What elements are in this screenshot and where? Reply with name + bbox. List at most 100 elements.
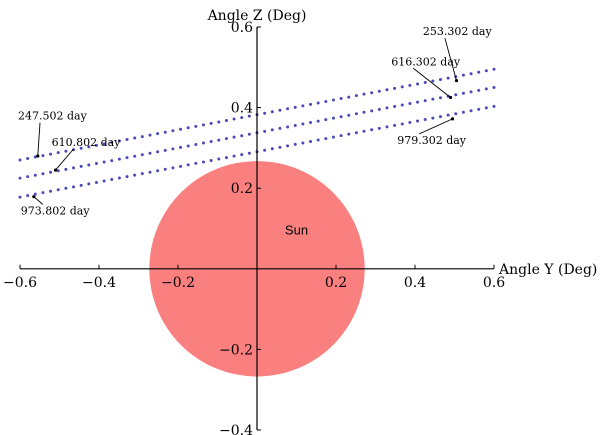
annotation-leader [55,148,74,171]
data-point [316,119,320,123]
data-point [324,118,328,122]
data-point [110,159,114,163]
data-point [339,134,343,138]
annotation-label: 610.802 day [52,136,122,149]
data-point [186,126,190,130]
data-point [156,132,160,136]
data-point [18,176,22,180]
data-point [94,162,98,165]
data-point [400,103,404,107]
data-point [477,70,481,74]
data-point [72,166,76,170]
data-point [438,115,442,119]
data-point [301,141,305,145]
data-point [477,107,481,111]
data-point [79,183,83,187]
data-point [49,189,53,193]
data-point [56,151,60,155]
data-point [492,67,496,71]
data-point [247,151,251,155]
x-tick-label: −0.2 [161,275,195,291]
data-point [163,167,167,171]
data-point [163,148,167,152]
data-point [454,93,458,97]
data-point [347,95,351,99]
data-point [293,123,297,127]
data-point [79,164,83,168]
sun-label: Sun [285,223,308,238]
data-point [41,172,45,176]
data-point [484,69,488,73]
series-layer [18,67,496,199]
data-point [148,133,152,137]
data-point [125,175,129,179]
annotation-leader [419,118,453,135]
annotation-label: 253.302 day [423,25,493,38]
data-point [370,128,374,132]
data-point [446,113,450,117]
data-point [171,129,175,133]
annotation-leader [37,122,41,156]
data-point [484,106,488,110]
data-point [133,154,137,158]
data-point [240,116,244,120]
data-point [33,192,37,196]
data-point [408,102,412,106]
data-point [18,158,22,162]
series-2 [18,85,496,180]
data-point [156,169,160,173]
data-point [171,166,175,170]
data-point [224,137,228,141]
data-point [362,110,366,114]
data-point [232,135,236,139]
data-point [362,129,366,133]
data-point [140,172,144,176]
data-point [263,111,267,115]
data-point [102,179,106,183]
data-point [232,154,236,158]
data-point [117,139,121,143]
data-point [201,123,205,127]
data-point [461,110,465,114]
annotation-leader [33,196,44,205]
data-point [102,160,106,164]
data-point [247,132,251,136]
data-point [125,156,129,160]
data-point [370,91,374,95]
data-point [461,73,465,77]
data-point [110,140,114,144]
data-point [179,127,183,131]
data-point [33,155,37,159]
data-point [377,107,381,111]
data-point [240,153,244,157]
data-point [26,157,30,161]
data-point [293,142,297,146]
data-point [354,94,358,98]
data-point [179,145,183,149]
data-point [209,121,213,125]
data-point [18,195,22,199]
annotation-label: 247.502 day [18,110,88,123]
data-point [217,157,221,161]
data-point [263,148,267,152]
data-point [324,99,328,103]
data-point [209,159,213,162]
data-point [201,141,205,145]
data-point [400,122,404,126]
data-point [224,156,228,160]
data-point [316,101,320,105]
data-point [117,157,121,161]
y-tick-label: 0.2 [231,181,253,197]
data-point [423,118,427,122]
data-point [217,138,221,142]
y-tick-label: −0.4 [219,423,253,435]
data-point [416,119,420,123]
data-point [370,109,374,113]
data-point [492,104,496,108]
x-tick-label: −0.4 [82,275,116,291]
data-point [133,136,137,140]
data-point [354,112,358,116]
data-point [469,109,473,113]
y-tick-label: 0.4 [231,101,253,117]
data-point [278,126,282,130]
